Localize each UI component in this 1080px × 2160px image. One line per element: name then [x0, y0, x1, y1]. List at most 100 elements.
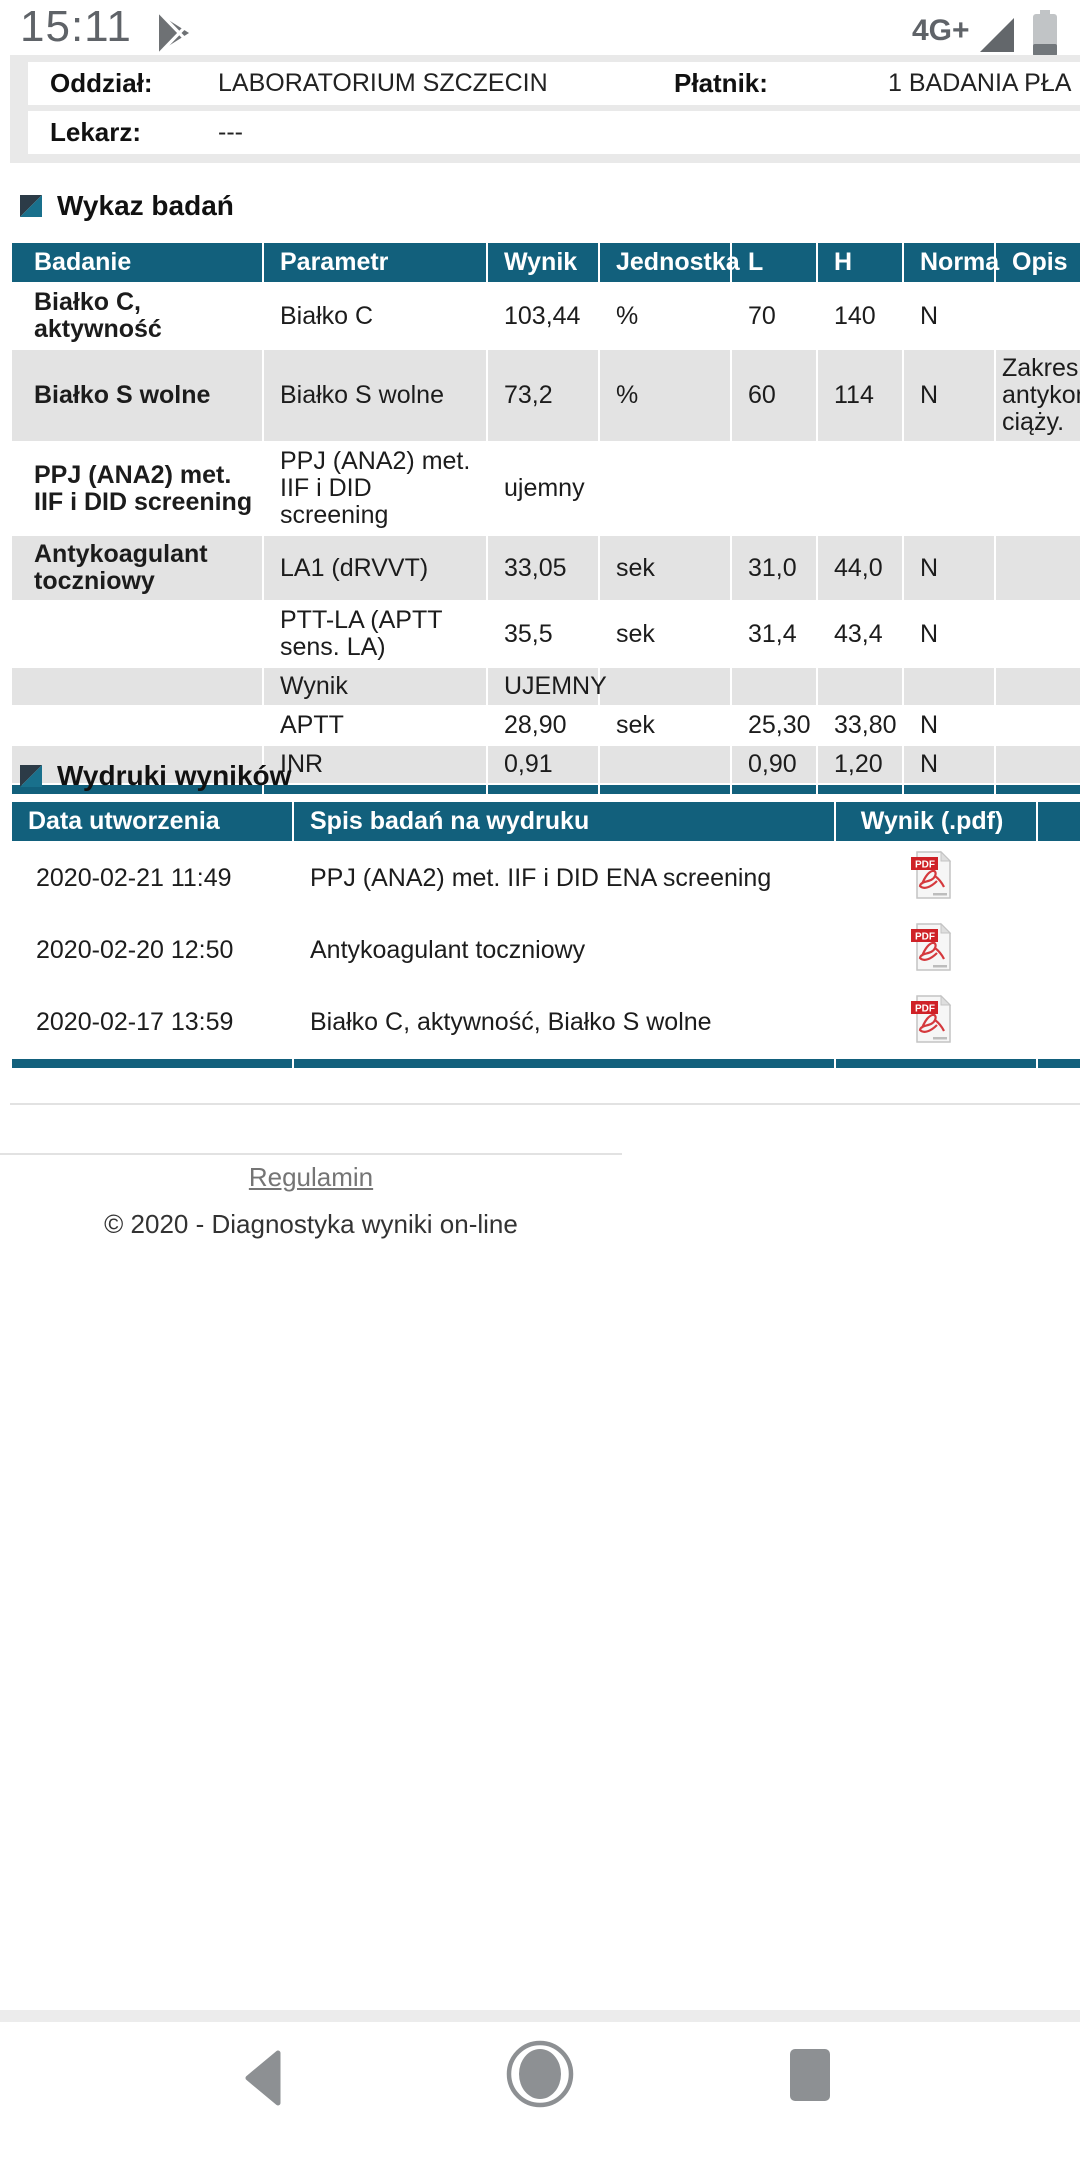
cell — [1038, 843, 1080, 913]
cell: N — [920, 711, 939, 739]
recents-icon[interactable] — [788, 2046, 832, 2107]
tests-table: Badanie Parametr Wynik Jednostka L H Nor… — [10, 241, 1080, 796]
cell: 140 — [834, 301, 876, 330]
cell — [12, 707, 262, 744]
cell: 33,80 — [834, 711, 897, 739]
cell: 33,05 — [504, 553, 567, 582]
pdf-icon[interactable]: PDF — [909, 993, 955, 1051]
printouts-table-wrapper: Data utworzenia Spis badań na wydruku Wy… — [10, 800, 1080, 1070]
svg-text:PDF: PDF — [915, 1004, 935, 1015]
android-nav-bar — [0, 2022, 1080, 2160]
cell: UJEMNY — [504, 672, 607, 700]
cell: Białko S wolne — [34, 381, 211, 409]
table-row: Białko S wolne Białko S wolne 73,2 % 60 … — [12, 350, 1080, 441]
printout-date: 2020-02-20 12:50 — [36, 935, 234, 964]
printouts-section-title: Wydruki wyników — [57, 760, 292, 791]
col-l: L — [732, 243, 816, 282]
page-footer: Regulamin © 2020 - Diagnostyka wyniki on… — [0, 1162, 622, 1240]
col-extra — [1038, 802, 1080, 841]
cell: 60 — [748, 381, 776, 409]
back-icon[interactable] — [238, 2046, 286, 2113]
copyright-text: © 2020 - Diagnostyka wyniki on-line — [104, 1209, 518, 1239]
signal-icon — [978, 16, 1016, 59]
table-row: Wynik UJEMNY — [12, 668, 1080, 705]
status-bar: 15:11 4G+ — [0, 0, 1080, 58]
cell: sek — [616, 553, 655, 582]
cell: APTT — [280, 711, 344, 739]
cell: LA1 (dRVVT) — [280, 553, 429, 582]
printout-date: 2020-02-17 13:59 — [36, 1007, 234, 1036]
cell: 0,91 — [504, 750, 553, 778]
cell — [600, 668, 730, 705]
cell — [996, 284, 1080, 348]
table-row: PPJ (ANA2) met. IIF i DID screening PPJ … — [12, 443, 1080, 534]
cell: Zakres re antykonce ciąży. — [1002, 354, 1080, 436]
col-badanie: Badanie — [12, 243, 262, 282]
col-jednostka: Jednostka — [600, 243, 740, 282]
cell: 0,90 — [748, 750, 797, 778]
field-platnik: Płatnik: 1 BADANIA PŁA — [658, 62, 1080, 105]
pdf-icon[interactable]: PDF — [909, 849, 955, 907]
cell — [732, 668, 816, 705]
cell — [600, 443, 730, 534]
table-bottom-bar — [12, 1059, 1080, 1068]
col-spis-badan: Spis badań na wydruku — [294, 802, 834, 841]
clock: 15:11 — [20, 2, 132, 51]
printout-file-cell: PDF — [836, 843, 1036, 913]
table-row: Białko C, aktywność Białko C 103,44 % 70… — [12, 284, 1080, 348]
cell — [904, 443, 994, 534]
cell — [732, 443, 816, 534]
cell: % — [616, 381, 639, 409]
cell: % — [616, 301, 639, 330]
tests-section-header: Wykaz badań — [20, 190, 234, 222]
battery-icon — [1032, 10, 1058, 61]
cell — [1038, 915, 1080, 985]
regulamin-link[interactable]: Regulamin — [248, 1162, 374, 1192]
cell: N — [920, 381, 939, 409]
cell: Antykoagulant toczniowy — [34, 540, 208, 595]
printout-tests: Białko C, aktywność, Białko S wolne — [310, 1007, 712, 1036]
home-icon[interactable] — [505, 2038, 575, 2113]
cell — [996, 668, 1080, 705]
col-wynik: Wynik — [488, 243, 598, 282]
field-label: Oddział: — [50, 68, 153, 98]
patient-info-panel: Oddział: LABORATORIUM SZCZECIN Płatnik: … — [10, 55, 1080, 163]
cell: 31,0 — [748, 553, 797, 582]
cell: N — [920, 750, 939, 778]
cell: sek — [616, 711, 655, 739]
cell: N — [920, 301, 939, 330]
cell: Wynik — [280, 672, 348, 700]
cell: 44,0 — [834, 553, 883, 582]
field-oddzial: Oddział: LABORATORIUM SZCZECIN — [28, 62, 661, 105]
tests-table-header-row: Badanie Parametr Wynik Jednostka L H Nor… — [12, 243, 1080, 282]
printout-row: 2020-02-17 13:59 Białko C, aktywność, Bi… — [12, 987, 1080, 1057]
cell: 25,30 — [748, 711, 811, 739]
col-data-utworzenia: Data utworzenia — [12, 802, 292, 841]
section-square-icon — [20, 195, 42, 217]
cell — [818, 443, 902, 534]
cell: N — [920, 619, 939, 648]
col-norma: Norma — [904, 243, 999, 282]
tests-table-wrapper: Badanie Parametr Wynik Jednostka L H Nor… — [10, 241, 1080, 796]
field-label: Płatnik: — [674, 68, 768, 98]
field-lekarz: Lekarz: --- — [28, 111, 661, 154]
play-store-icon — [152, 10, 198, 59]
cell: PPJ (ANA2) met. IIF i DID screening — [280, 447, 471, 529]
cell — [600, 746, 730, 783]
divider — [10, 1103, 1080, 1105]
printouts-table: Data utworzenia Spis badań na wydruku Wy… — [10, 800, 1080, 1070]
svg-text:PDF: PDF — [915, 860, 935, 871]
cell: 114 — [834, 381, 874, 409]
cell: PTT-LA (APTT sens. LA) — [280, 606, 443, 661]
col-parametr: Parametr — [264, 243, 486, 282]
cell: 28,90 — [504, 711, 567, 739]
printouts-section-header: Wydruki wyników — [20, 760, 291, 792]
pdf-icon[interactable]: PDF — [909, 921, 955, 979]
cell: 35,5 — [504, 619, 553, 648]
cell — [12, 602, 262, 666]
printout-row: 2020-02-21 11:49 PPJ (ANA2) met. IIF i D… — [12, 843, 1080, 913]
table-bottom-bar — [12, 785, 1080, 794]
cell: Białko S wolne — [280, 381, 444, 409]
field-label: Lekarz: — [50, 117, 142, 147]
